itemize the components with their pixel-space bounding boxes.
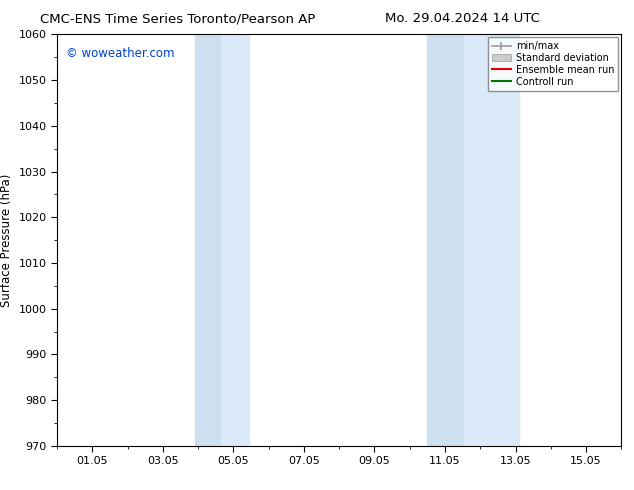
Text: Mo. 29.04.2024 14 UTC: Mo. 29.04.2024 14 UTC — [385, 12, 540, 25]
Bar — [195, 34, 221, 446]
Bar — [464, 34, 519, 446]
Bar — [221, 34, 249, 446]
Bar — [427, 34, 464, 446]
Legend: min/max, Standard deviation, Ensemble mean run, Controll run: min/max, Standard deviation, Ensemble me… — [488, 37, 618, 91]
Y-axis label: Surface Pressure (hPa): Surface Pressure (hPa) — [0, 173, 13, 307]
Text: CMC-ENS Time Series Toronto/Pearson AP: CMC-ENS Time Series Toronto/Pearson AP — [40, 12, 315, 25]
Text: © woweather.com: © woweather.com — [65, 47, 174, 60]
